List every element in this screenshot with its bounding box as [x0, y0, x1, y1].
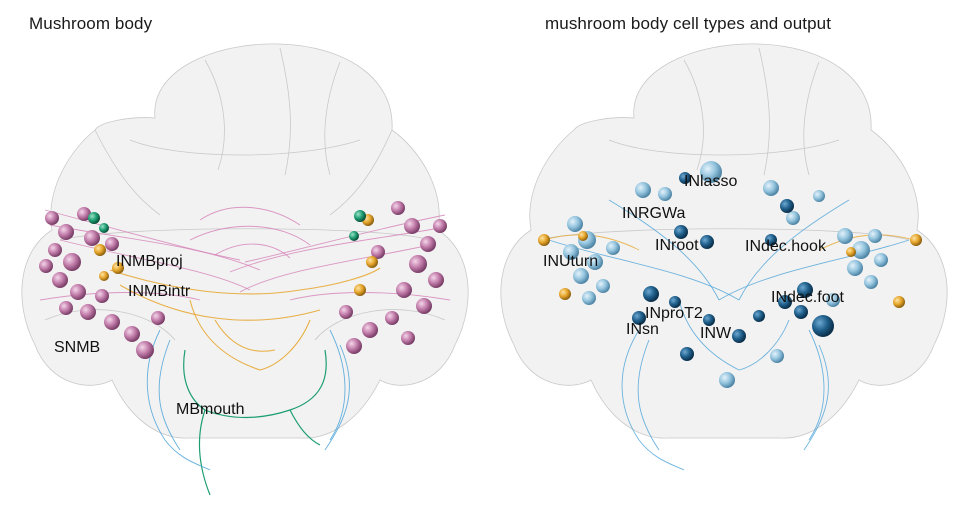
output-neurites	[548, 199, 910, 471]
soma-spheres-orange	[94, 214, 378, 296]
label-mbmouth: MBmouth	[176, 401, 244, 418]
cell-type-labels: INMBproj INMBintr SNMB MBmouth	[54, 253, 244, 418]
soma-spheres-light-blue	[563, 161, 888, 388]
brain-mesh	[500, 43, 948, 439]
label-inlasso: INlasso	[684, 173, 737, 190]
label-indec-hook: INdec.hook	[745, 238, 827, 255]
soma-spheres-pink	[39, 201, 447, 359]
output-neurites	[146, 329, 350, 471]
label-inroot: INroot	[655, 237, 699, 254]
cell-type-labels: INlasso INRGWa INroot INdec.hook INUturn…	[543, 173, 844, 342]
cell-types-render: INlasso INRGWa INroot INdec.hook INUturn…	[500, 43, 948, 471]
inmb-neurites	[109, 267, 381, 371]
panel-cell-types-output: INlasso INRGWa INroot INdec.hook INUturn…	[489, 0, 977, 511]
soma-spheres-orange	[538, 231, 922, 308]
soma-spheres-green	[88, 210, 366, 241]
label-inw: INW	[700, 325, 732, 342]
label-inuturn: INUturn	[543, 253, 598, 270]
label-snmb: SNMB	[54, 339, 100, 356]
label-indec-foot: INdec.foot	[771, 289, 844, 306]
sensory-neurites	[39, 206, 451, 301]
mbmouth-neurites	[183, 349, 327, 496]
panel-title: Mushroom body	[29, 14, 153, 33]
panel-title: mushroom body cell types and output	[545, 14, 832, 33]
panel-mushroom-body: INMBproj INMBintr SNMB MBmouth Mushroom …	[0, 0, 488, 511]
mushroom-body-render: INMBproj INMBintr SNMB MBmouth	[21, 43, 469, 496]
soma-spheres-dark-blue	[632, 172, 834, 361]
label-inrgwa: INRGWa	[622, 205, 686, 222]
label-inprot2: INproT2	[645, 305, 703, 322]
label-inmbproj: INMBproj	[116, 253, 183, 270]
label-insn: INsn	[626, 321, 659, 338]
label-inmbintr: INMBintr	[128, 283, 191, 300]
